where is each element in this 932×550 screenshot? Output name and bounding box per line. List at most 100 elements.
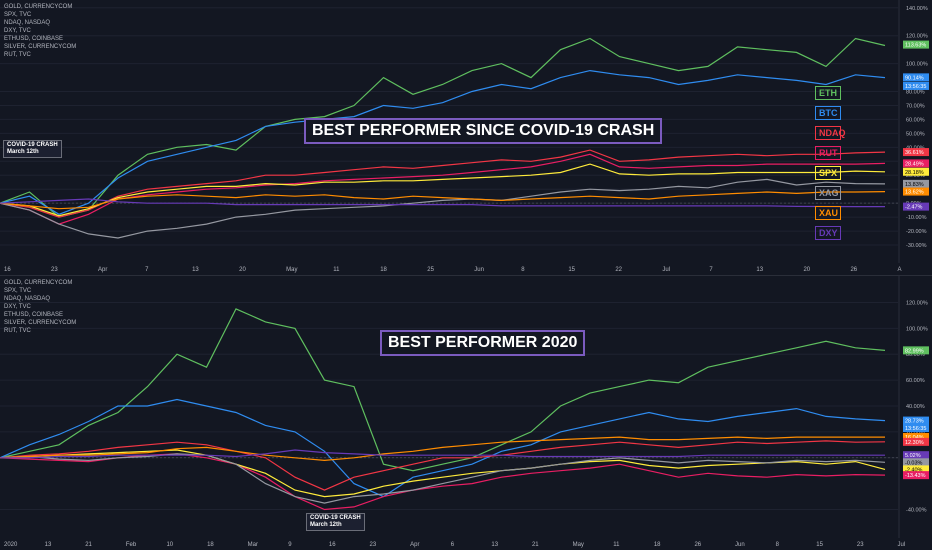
x-tick-label: 7: [145, 267, 149, 273]
last-value-tag: [903, 148, 929, 157]
last-value-label: 28.18%: [905, 170, 924, 176]
series-line-xau[interactable]: [0, 191, 886, 210]
series-line-eth[interactable]: [0, 37, 886, 218]
last-value-label: 28.73%: [905, 419, 924, 425]
series-line-ndaq[interactable]: [0, 149, 886, 218]
chart-canvas-1[interactable]: 140.00% 120.00% 100.00% 80.00% 70.00% 60.00% 5…: [0, 0, 932, 275]
symbol-item[interactable]: DXY, TVC: [4, 304, 31, 310]
y-tick-label: -40.00%: [906, 508, 927, 514]
symbol-item[interactable]: SPX, TVC: [4, 12, 32, 18]
symbol-list-1: GOLD, CURRENCYCOM SPX, TVC NDAQ, NASDAQ …: [4, 3, 76, 59]
legend-ndaq[interactable]: NDAQ: [815, 126, 846, 140]
x-tick-label: 22: [615, 267, 622, 273]
last-value-label: 5.02%: [905, 453, 921, 459]
last-value-tag: [903, 202, 929, 211]
symbol-item[interactable]: GOLD, CURRENCYCOM: [4, 280, 73, 286]
symbol-item[interactable]: ETHUSD, COINBASE: [4, 312, 64, 318]
y-tick-label: -20.00%: [906, 229, 927, 235]
series-line-ndaq[interactable]: [0, 440, 886, 491]
legend-btc[interactable]: BTC: [815, 106, 841, 120]
x-tick-label: 6: [451, 542, 455, 548]
last-value-tag: [903, 159, 929, 168]
x-tick-label: 20: [239, 267, 246, 273]
crash-annotation-1: COVID-19 CRASH March 12th: [3, 140, 62, 158]
x-tick-label: 11: [333, 267, 340, 273]
last-value-label: -2.40%: [905, 467, 923, 473]
crash-annotation-title: COVID-19 CRASH: [310, 515, 361, 521]
chart-panel-1[interactable]: 140.00% 120.00% 100.00% 80.00% 70.00% 60.00% 5…: [0, 0, 932, 275]
x-tick-label: 21: [85, 542, 92, 548]
last-value-tag: [903, 424, 929, 432]
last-value-label: -0.03%: [905, 460, 923, 466]
last-value-tag: [903, 451, 929, 460]
series-line-dxy[interactable]: [0, 198, 885, 208]
legend-dxy[interactable]: DXY: [815, 226, 841, 240]
last-value-tag: [903, 81, 929, 90]
last-value-label: 13:56:35: [905, 84, 926, 90]
series-line-eth[interactable]: [0, 308, 886, 472]
symbol-item[interactable]: NDAQ, NASDAQ: [4, 296, 51, 302]
y-tick-label: 140.00%: [906, 6, 928, 12]
y-tick-label: 120.00%: [906, 300, 928, 306]
crash-annotation-date: March 12th: [7, 149, 39, 155]
series-line-btc[interactable]: [0, 69, 886, 215]
symbol-item[interactable]: ETHUSD, COINBASE: [4, 36, 64, 42]
chart-title-2: BEST PERFORMER 2020: [380, 330, 586, 356]
symbol-item[interactable]: SILVER, CURRENCYCOM: [4, 320, 77, 326]
series-line-btc[interactable]: [0, 398, 886, 498]
series-line-spx[interactable]: [0, 449, 886, 498]
symbol-item[interactable]: SPX, TVC: [4, 288, 32, 294]
crash-annotation-date: March 12th: [310, 522, 342, 528]
legend-spx[interactable]: SPX: [815, 166, 841, 180]
last-value-tag: [903, 167, 929, 176]
x-tick-label: A: [898, 267, 902, 273]
series-line-dxy[interactable]: [0, 449, 885, 459]
x-tick-label: 26: [694, 542, 701, 548]
last-value-label: -2.47%: [905, 205, 923, 211]
series-line-xau[interactable]: [0, 436, 885, 462]
x-tick-label: 8: [521, 267, 525, 273]
last-value-label: 12.30%: [905, 440, 924, 446]
x-tick-label: Jul: [662, 267, 670, 273]
crash-annotation-2: COVID-19 CRASH March 12th: [306, 513, 365, 531]
legend-xau[interactable]: XAU: [815, 206, 841, 220]
chart-canvas-2[interactable]: 120.00%100.00%80.00%60.00%40.00%20.00%0.…: [0, 276, 932, 550]
legend-eth[interactable]: ETH: [815, 86, 841, 100]
x-tick-label: 9: [288, 542, 292, 548]
x-tick-label: 15: [568, 267, 575, 273]
y-tick-label: 100.00%: [906, 326, 928, 332]
last-value-tag: [903, 187, 929, 196]
x-tick-label: 11: [613, 542, 620, 548]
series-line-xag[interactable]: [0, 453, 886, 504]
x-tick-label: 18: [654, 542, 661, 548]
last-value-tag: [903, 73, 929, 82]
series-line-rut[interactable]: [0, 153, 886, 225]
x-tick-label: Jun: [474, 267, 484, 273]
legend-xag[interactable]: XAG: [815, 186, 841, 200]
crash-annotation-title: COVID-19 CRASH: [7, 142, 58, 148]
symbol-item[interactable]: RUT, TVC: [4, 328, 31, 334]
chart-panel-2[interactable]: 120.00%100.00%80.00%60.00%40.00%20.00%0.…: [0, 276, 932, 550]
symbol-item[interactable]: SILVER, CURRENCYCOM: [4, 44, 77, 50]
last-value-label: 28.49%: [905, 161, 924, 167]
last-value-label: 36.61%: [905, 150, 924, 156]
series-line-spx[interactable]: [0, 163, 886, 217]
series-line-xag[interactable]: [0, 178, 886, 239]
last-value-label: 113.63%: [905, 43, 926, 49]
last-value-label: -13.43%: [905, 473, 926, 479]
last-value-tag: [903, 346, 929, 355]
symbol-item[interactable]: GOLD, CURRENCYCOM: [4, 4, 73, 10]
y-tick-label: 80.00%: [906, 352, 925, 358]
x-tick-label: Apr: [410, 542, 419, 548]
x-tick-label: 13: [192, 267, 199, 273]
symbol-item[interactable]: RUT, TVC: [4, 52, 31, 58]
legend-rut[interactable]: RUT: [815, 146, 841, 160]
panel-divider[interactable]: [0, 275, 932, 276]
symbol-item[interactable]: DXY, TVC: [4, 28, 31, 34]
symbol-item[interactable]: NDAQ, NASDAQ: [4, 20, 51, 26]
x-tick-label: 23: [857, 542, 864, 548]
last-value-label: 82.99%: [905, 348, 924, 354]
x-tick-label: 23: [370, 542, 377, 548]
x-tick-label: 20: [803, 267, 810, 273]
y-tick-label: -30.00%: [906, 243, 927, 249]
